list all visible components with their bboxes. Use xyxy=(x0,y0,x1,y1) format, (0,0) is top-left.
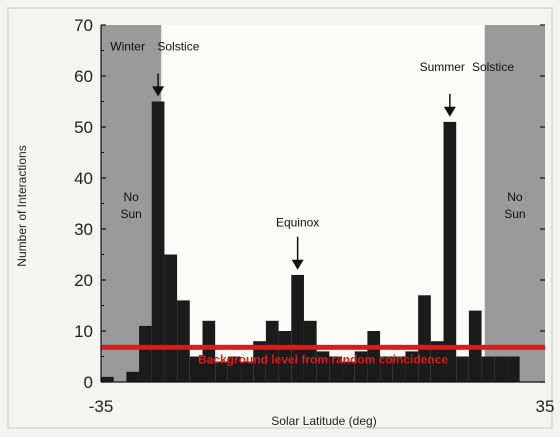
y-tick-label: 50 xyxy=(74,118,93,137)
arrow-head xyxy=(152,86,165,97)
bar xyxy=(265,320,279,382)
y-tick-label: 40 xyxy=(74,169,93,188)
bar xyxy=(278,331,292,382)
annotations: Winter Solstice Summer Solstice Equinox xyxy=(110,40,514,270)
bar xyxy=(316,351,330,382)
annotation-label: Winter xyxy=(110,40,145,54)
y-axis-label: Number of Interactions xyxy=(15,145,29,266)
bar xyxy=(253,341,266,382)
bar xyxy=(227,356,241,382)
down-arrow-icon xyxy=(152,73,165,97)
annotation-label: Solstice xyxy=(472,60,514,74)
y-tick-label: 0 xyxy=(84,373,93,392)
bar xyxy=(215,361,228,382)
bar xyxy=(392,356,406,382)
figure-border xyxy=(7,7,553,429)
y-tick-label: 10 xyxy=(74,322,93,341)
bar xyxy=(151,101,165,382)
x-tick-label: -35 xyxy=(89,397,114,416)
histogram-bars xyxy=(101,101,520,383)
bar xyxy=(494,356,507,382)
down-arrow-icon xyxy=(291,236,304,270)
no-sun-label: No xyxy=(507,190,523,204)
y-tick-label: 60 xyxy=(74,67,93,86)
annotation-label: Equinox xyxy=(276,215,319,229)
x-tick-label: 35 xyxy=(536,397,555,416)
bar xyxy=(506,356,520,382)
bar xyxy=(164,254,178,382)
background-level: Background level from random coincidence xyxy=(101,344,545,366)
bar xyxy=(303,320,317,382)
x-axis-label: Solar Latitude (deg) xyxy=(271,414,376,428)
y-tick-label: 70 xyxy=(74,16,93,35)
bar xyxy=(418,295,431,382)
bar xyxy=(202,320,216,382)
arrow-head xyxy=(291,259,304,270)
bar xyxy=(354,351,368,382)
annotation-label: Solstice xyxy=(157,40,199,54)
bar xyxy=(380,356,393,382)
no-sun-label: Sun xyxy=(120,207,141,221)
bar xyxy=(443,121,457,383)
bar xyxy=(139,325,152,382)
no-sun-region-1 xyxy=(484,25,545,382)
no-sun-label: No xyxy=(123,190,139,204)
bar xyxy=(177,300,190,382)
bar xyxy=(189,356,203,382)
bar xyxy=(456,356,469,382)
y-tick-label: 30 xyxy=(74,220,93,239)
no-sun-regions: No Sun No Sun xyxy=(101,25,545,382)
bar xyxy=(329,356,343,382)
axes: 0 10 20 30 40 50 60 70 -35 35 xyxy=(74,16,554,416)
bar xyxy=(481,356,495,382)
arrow-head xyxy=(443,106,456,117)
bar xyxy=(405,351,419,382)
bar xyxy=(240,361,254,382)
bar xyxy=(101,376,114,382)
background-level-label: Background level from random coincidence xyxy=(198,352,448,366)
bar xyxy=(126,371,140,382)
y-tick-label: 20 xyxy=(74,271,93,290)
bar xyxy=(367,331,381,382)
bar xyxy=(291,274,304,382)
no-sun-label: Sun xyxy=(504,207,525,221)
bar xyxy=(342,361,355,382)
background-level-line xyxy=(101,344,545,350)
no-sun-region-0 xyxy=(101,25,162,382)
bar xyxy=(430,341,444,382)
down-arrow-icon xyxy=(443,93,456,117)
annotation-label: Summer xyxy=(420,60,465,74)
